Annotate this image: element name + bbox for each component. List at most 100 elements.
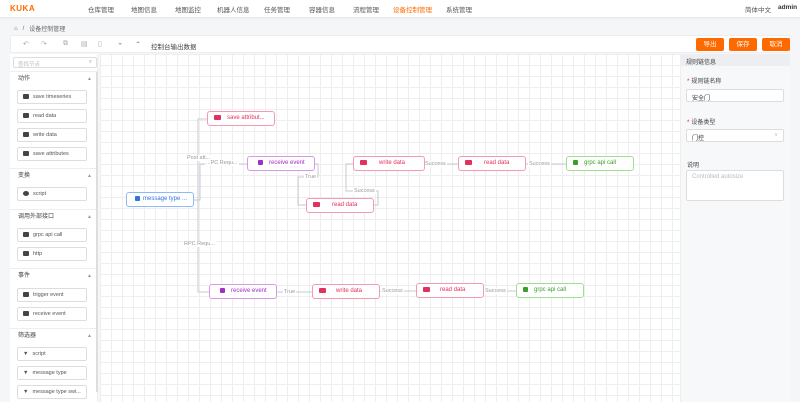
chevron-up-icon: ▲ [87,76,92,82]
action-icon [319,287,326,293]
device-type-select[interactable]: 门控 ∨ [686,129,784,142]
copy-icon[interactable]: ⧉ [63,40,68,47]
nav-item-process[interactable]: 流程管理 [353,7,379,14]
filter-icon: ▼ [23,370,29,376]
section-action[interactable]: 动作 ▲ [10,71,97,85]
edge-label: Success [528,161,551,167]
action-icon [423,286,430,292]
sidebar-scrollbar[interactable] [96,72,98,392]
home-icon[interactable]: ⌂ [14,25,18,32]
event-icon [258,159,263,165]
search-icon[interactable]: ⌕ [88,59,92,65]
cancel-button[interactable]: 取消 [762,38,790,51]
chevron-down-icon: ∨ [774,132,778,138]
section-external[interactable]: 调用外部接口 ▲ [10,209,97,223]
lib-item-save-timeseries[interactable]: save timeseries [17,90,87,104]
node-library-sidebar: 查找节点 ⌕ 动作 ▲ save timeseries read data writ… [10,54,98,402]
user-menu[interactable]: admin [778,4,798,11]
node-receive-event[interactable]: receive event [247,156,315,171]
node-receive-event[interactable]: receive event [209,284,277,299]
edge-label: Post att... [186,155,212,161]
lib-item-message-type-switch[interactable]: ▼ message type swi... [17,385,87,399]
action-icon [23,151,29,157]
panel-title: 规则链信息 [681,54,790,66]
top-nav: KUKA 仓库管理 地图信息 地图监控 机器人信息 任务管理 容器信息 流程管理… [0,0,800,17]
lib-item-http[interactable]: http [17,247,87,261]
undo-icon[interactable]: ↶ [23,41,29,48]
nav-item-task[interactable]: 任务管理 [264,7,290,14]
lib-item-write-data[interactable]: write data [17,128,87,142]
plug-icon [23,232,29,238]
nav-item-robot-info[interactable]: 机器人信息 [217,7,250,14]
plug-icon [523,286,528,292]
node-write-data[interactable]: write data [353,156,425,171]
description-textarea[interactable]: Controlled autosize [686,170,784,201]
redo-icon[interactable]: ↷ [41,41,47,48]
node-message-type[interactable]: message type ... [126,192,194,207]
export-button[interactable]: 导出 [696,38,724,51]
plug-icon [573,159,578,165]
delete-icon[interactable]: ▯ [98,41,102,48]
paste-icon[interactable]: ▤ [81,41,88,48]
save-button[interactable]: 保存 [729,38,757,51]
action-icon [23,132,29,138]
action-icon [465,159,472,165]
rule-chain-name-input[interactable]: 安全门 [686,89,784,102]
name-label: * 规则链名称 [687,79,722,85]
action-icon [23,94,29,100]
event-icon [23,292,29,298]
lib-item-read-data[interactable]: read data [17,109,87,123]
section-event[interactable]: 事件 ▲ [10,268,97,282]
nav-item-device-control[interactable]: 设备控制管理 [393,7,432,14]
edge-label: ...PC Requ... [205,160,239,166]
node-grpc-api-call[interactable]: grpc api call [516,283,584,298]
node-search-input[interactable]: 查找节点 ⌕ [13,57,97,68]
lib-item-message-type[interactable]: ▼ message type [17,366,87,380]
edge-label: Success [484,288,507,294]
node-read-data[interactable]: read data [416,283,484,298]
edge [192,163,247,201]
nav-item-warehouse[interactable]: 仓库管理 [88,7,114,14]
nav-item-system[interactable]: 系统管理 [446,7,472,14]
action-icon [214,114,221,120]
section-transform[interactable]: 变换 ▲ [10,168,97,182]
nav-item-map-monitor[interactable]: 地图监控 [175,7,201,14]
node-save-attributes[interactable]: save attribut... [207,111,275,126]
lib-item-save-attributes[interactable]: save attributes [17,147,87,161]
preview-icon[interactable]: ◓ [136,40,141,47]
nav-item-container[interactable]: 容器信息 [309,7,335,14]
lib-item-receive-event[interactable]: receive event [17,307,87,321]
breadcrumb: ⌂ / 设备控制管理 [14,25,66,34]
lib-item-trigger-event[interactable]: trigger event [17,288,87,302]
chevron-up-icon: ▲ [87,333,92,339]
chevron-up-icon: ▲ [87,173,92,179]
edge-label: True [283,289,297,295]
kuka-logo: KUKA [10,4,36,13]
lib-item-script[interactable]: script [17,187,87,201]
event-icon [23,311,29,317]
lib-item-filter-script[interactable]: ▼ script [17,347,87,361]
chevron-up-icon: ▲ [87,214,92,220]
edge-label: Success [353,188,376,194]
node-grpc-api-call[interactable]: grpc api call [566,156,634,171]
toolbar: ↶ ↷ ⧉ ▤ ▯ ◒ ◓ 控制台输出数据 导出 保存 取消 [10,35,790,53]
plug-icon [23,251,29,257]
node-read-data[interactable]: read data [458,156,526,171]
edge-label: Success [381,288,404,294]
filter-icon: ▼ [23,389,29,395]
filter-icon: ▼ [23,351,29,357]
edge-label: True [304,174,318,180]
language-switch[interactable]: 简体中文 [745,7,771,14]
console-output-data[interactable]: 控制台输出数据 [151,44,197,51]
eye-icon[interactable]: ◒ [118,40,123,47]
flow-canvas[interactable] [100,54,680,402]
node-read-data[interactable]: read data [306,198,374,213]
edge-label: Success [424,161,447,167]
node-write-data[interactable]: write data [312,284,380,299]
nav-item-map-info[interactable]: 地图信息 [131,7,157,14]
event-icon [220,287,225,293]
action-icon [360,159,367,165]
section-filter[interactable]: 筛选器 ▲ [10,328,97,342]
action-icon [313,201,320,207]
lib-item-grpc[interactable]: grpc api call [17,228,87,242]
